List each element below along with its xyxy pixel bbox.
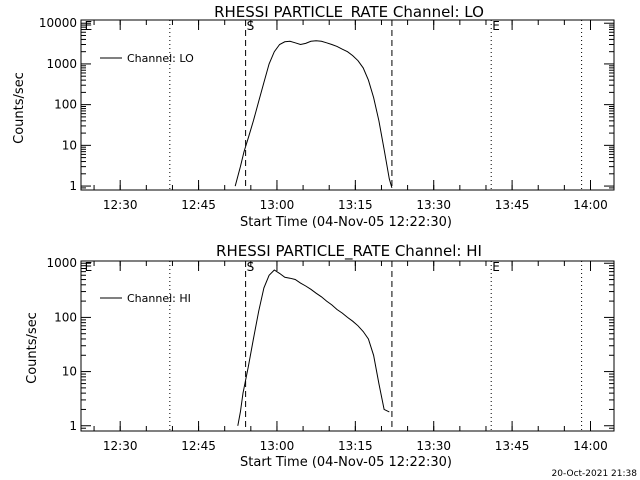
x-tick-label: 12:30: [103, 439, 138, 453]
y-tick-label: 1: [69, 179, 77, 193]
y-tick-label: 1000: [46, 256, 77, 270]
y-tick-label: 10000: [39, 16, 77, 30]
x-axis-label: Start Time (04-Nov-05 12:22:30): [240, 215, 452, 230]
event-marker-label: E: [492, 260, 500, 274]
x-axis-label: Start Time (04-Nov-05 12:22:30): [240, 455, 452, 470]
x-tick-label: 12:45: [181, 198, 216, 212]
legend-label: Channel: HI: [127, 292, 191, 305]
series-line: [237, 269, 390, 426]
x-tick-label: 12:45: [181, 439, 216, 453]
y-tick-label: 10: [62, 365, 77, 379]
x-tick-label: 13:00: [260, 198, 295, 212]
y-tick-label: 10: [62, 138, 77, 152]
lo-channel-panel: RHESSI PARTICLE_RATE Channel: LO Start T…: [12, 3, 615, 230]
x-tick-label: 13:30: [416, 198, 451, 212]
footer-timestamp: 20-Oct-2021 21:38: [552, 469, 638, 479]
x-tick-label: 12:30: [103, 198, 138, 212]
x-tick-label: 13:00: [260, 439, 295, 453]
x-tick-label: 13:15: [338, 198, 373, 212]
chart-title: RHESSI PARTICLE_RATE Channel: LO: [214, 3, 484, 22]
series-line: [234, 40, 393, 189]
chart-title: RHESSI PARTICLE_RATE Channel: HI: [216, 242, 482, 261]
y-axis-label: Counts/sec: [25, 312, 40, 384]
legend-label: Channel: LO: [127, 52, 194, 65]
event-marker-label: E: [85, 260, 93, 274]
event-marker-label: E: [492, 19, 500, 33]
y-tick-label: 100: [54, 310, 77, 324]
x-tick-label: 14:00: [573, 198, 608, 212]
hi-channel-panel: RHESSI PARTICLE_RATE Channel: HI Start T…: [25, 242, 615, 470]
y-tick-label: 100: [54, 98, 77, 112]
x-tick-label: 13:45: [495, 198, 530, 212]
plot-frame: [80, 19, 615, 191]
event-marker-label: S: [247, 260, 255, 274]
plot-frame: [80, 260, 615, 432]
y-axis-label: Counts/sec: [12, 72, 27, 144]
y-tick-label: 1: [69, 419, 77, 433]
event-marker-label: S: [247, 19, 255, 33]
x-tick-label: 13:30: [416, 439, 451, 453]
x-tick-label: 13:15: [338, 439, 373, 453]
x-tick-label: 13:45: [495, 439, 530, 453]
event-marker-label: E: [85, 19, 93, 33]
x-tick-label: 14:00: [573, 439, 608, 453]
y-tick-label: 1000: [46, 57, 77, 71]
